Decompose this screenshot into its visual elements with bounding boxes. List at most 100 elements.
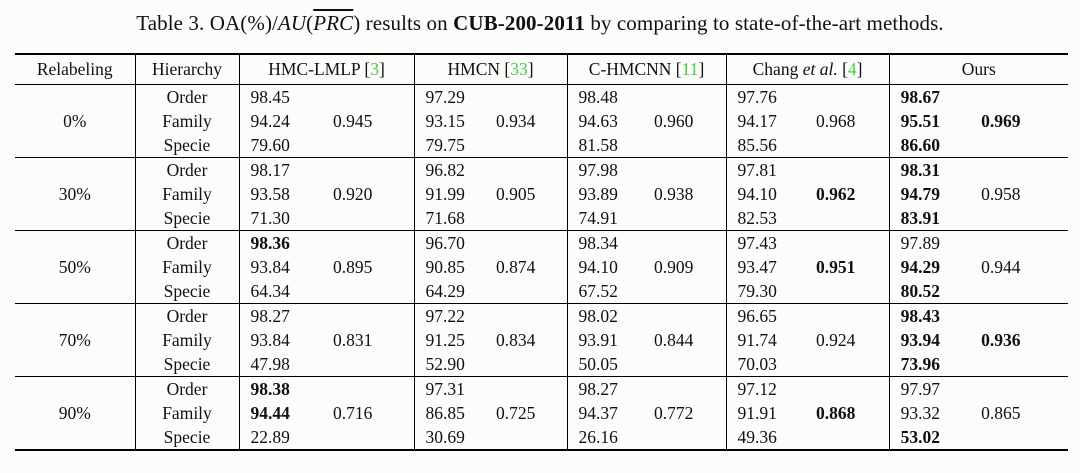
auprc-value-cell [494, 425, 567, 450]
oa-value-cell: 64.34 [238, 279, 331, 304]
oa-value-cell: 97.98 [566, 157, 653, 182]
oa-value-cell: 93.84 [238, 328, 331, 352]
col-header-hmc-lmlp: HMC-LMLP [3] [238, 54, 415, 85]
caption-prc-overline: PRC [313, 11, 354, 35]
auprc-value-cell [814, 279, 889, 304]
data-row: Specie 79.60 79.75 81.58 85.56 86.60 [15, 133, 1068, 158]
hierarchy-cell: Order [134, 84, 239, 109]
auprc-value-cell [494, 158, 567, 183]
auprc-value-cell: 0.920 [333, 184, 373, 204]
oa-value-cell: 79.75 [413, 133, 495, 158]
oa-value-cell: 49.36 [725, 425, 815, 450]
oa-value-cell: 79.30 [725, 279, 815, 304]
auprc-value-cell: 0.969 [981, 111, 1021, 131]
method-name: HMC-LMLP [268, 59, 365, 79]
auprc-value-cell: 0.868 [816, 403, 856, 423]
oa-value-cell: 94.37 [566, 401, 653, 425]
hierarchy-cell: Order [134, 157, 239, 182]
auprc-value-cell [331, 279, 414, 304]
oa-value-cell: 79.60 [238, 133, 331, 158]
data-row: Specie 64.34 64.29 67.52 79.30 80.52 [15, 279, 1068, 304]
citation-number[interactable]: 33 [510, 59, 528, 79]
oa-value-cell: 94.10 [725, 182, 815, 206]
data-row: Specie 71.30 71.68 74.91 82.53 83.91 [15, 206, 1068, 231]
cite-bracket-close: ] [527, 59, 534, 79]
auprc-value-cell [814, 158, 889, 183]
oa-value-cell: 94.63 [566, 109, 653, 133]
oa-value-cell: 98.36 [238, 230, 331, 255]
auprc-value-cell: 0.962 [816, 184, 856, 204]
method-name: C-HMCNN [588, 59, 676, 79]
hierarchy-cell: Order [134, 230, 239, 255]
oa-value-cell: 98.45 [238, 84, 331, 109]
citation-number[interactable]: 4 [847, 59, 857, 79]
oa-value-cell: 47.98 [238, 352, 331, 377]
data-row: Family 93.58 0.920 91.99 0.905 93.89 0.938 94.1… [15, 182, 1068, 206]
auprc-value-cell [652, 85, 726, 110]
col-header-chang: Chang et al. [4] [725, 54, 890, 85]
cite-bracket-close: ] [698, 59, 705, 79]
caption-open-paren: ( [306, 11, 314, 35]
hierarchy-cell: Family [134, 109, 239, 133]
auprc-value-cell [979, 133, 1068, 158]
auprc-value-cell [814, 231, 889, 256]
oa-value-cell: 98.17 [238, 157, 331, 182]
method-name: Chang [752, 59, 803, 79]
auprc-value-cell [979, 231, 1068, 256]
oa-value-cell: 96.82 [413, 157, 495, 182]
oa-value-cell: 97.76 [725, 84, 815, 109]
hierarchy-cell: Family [134, 328, 239, 352]
oa-value-cell: 97.12 [725, 376, 815, 401]
hierarchy-cell: Specie [134, 425, 239, 450]
data-row: 30% Order 98.17 96.82 97.98 97.81 98.31 [15, 157, 1069, 204]
auprc-value-cell [494, 85, 567, 110]
oa-value-cell: 96.70 [413, 230, 495, 255]
oa-value-cell: 81.58 [566, 133, 653, 158]
citation-number[interactable]: 11 [681, 59, 699, 79]
hierarchy-cell: Family [134, 182, 239, 206]
oa-value-cell: 98.38 [238, 376, 331, 401]
data-row: Family 93.84 0.895 90.85 0.874 94.10 0.909 93.4… [15, 255, 1068, 279]
auprc-value-cell [979, 158, 1068, 183]
auprc-value-cell: 0.844 [654, 330, 694, 350]
oa-value-cell: 98.02 [566, 303, 653, 328]
auprc-value-cell [814, 352, 889, 377]
oa-value-cell: 93.32 [888, 401, 980, 425]
col-header-hmcn: HMCN [33] [413, 54, 568, 85]
cite-bracket-close: ] [856, 59, 863, 79]
oa-value-cell: 74.91 [566, 206, 653, 231]
cite-bracket-open: [ [364, 59, 371, 79]
auprc-value-cell [331, 425, 414, 450]
auprc-value-cell [652, 231, 726, 256]
hierarchy-cell: Family [134, 401, 239, 425]
hierarchy-cell: Specie [134, 133, 239, 158]
oa-value-cell: 94.24 [238, 109, 331, 133]
oa-value-cell: 98.48 [566, 84, 653, 109]
caption-au-math: AU [277, 11, 307, 35]
oa-value-cell: 93.15 [413, 109, 495, 133]
citation-number[interactable]: 3 [370, 59, 379, 79]
oa-value-cell: 71.30 [238, 206, 331, 231]
auprc-value-cell: 0.716 [333, 403, 373, 423]
oa-value-cell: 85.56 [725, 133, 815, 158]
oa-value-cell: 97.89 [888, 230, 980, 255]
col-header-c-hmcnn: C-HMCNN [11] [566, 54, 727, 85]
results-table: Relabeling Hierarchy HMC-LMLP [3] HMCN [… [15, 53, 1069, 451]
oa-value-cell: 64.29 [413, 279, 495, 304]
cite-bracket-close: ] [378, 59, 385, 79]
data-row: Specie 47.98 52.90 50.05 70.03 73.96 [15, 352, 1068, 377]
oa-value-cell: 93.58 [238, 182, 331, 206]
auprc-value-cell [979, 206, 1068, 231]
oa-value-cell: 97.97 [888, 376, 980, 401]
auprc-value-cell [979, 352, 1068, 377]
oa-value-cell: 71.68 [413, 206, 495, 231]
oa-value-cell: 98.31 [888, 157, 980, 182]
auprc-value-cell [331, 206, 414, 231]
auprc-value-cell [814, 206, 889, 231]
auprc-value-cell: 0.951 [816, 257, 856, 277]
caption-prefix: Table 3. OA(%)/ [136, 11, 278, 35]
oa-value-cell: 52.90 [413, 352, 495, 377]
oa-value-cell: 97.81 [725, 157, 815, 182]
auprc-value-cell [494, 377, 567, 402]
auprc-value-cell: 0.772 [654, 403, 694, 423]
